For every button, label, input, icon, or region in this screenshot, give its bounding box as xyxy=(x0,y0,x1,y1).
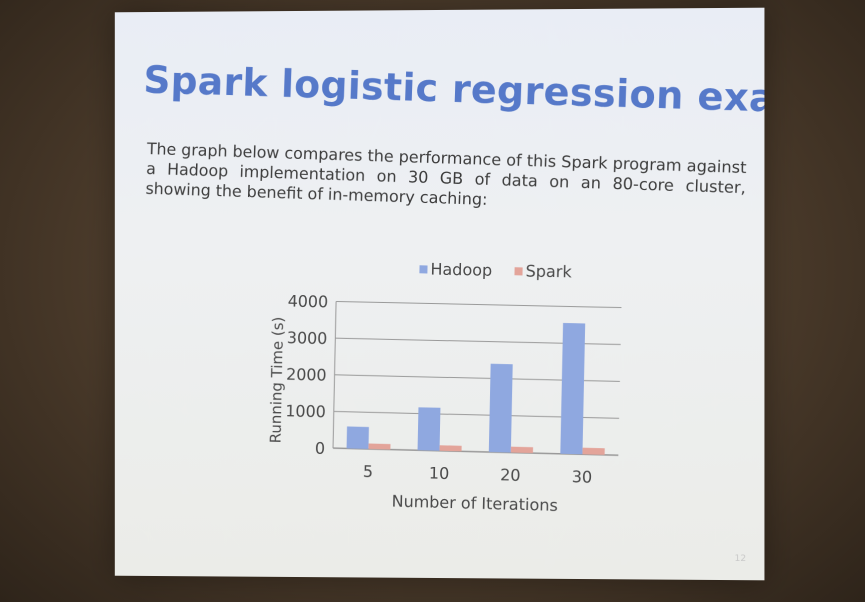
chart-legend: Hadoop Spark xyxy=(419,259,572,281)
page-number: 12 xyxy=(735,554,747,564)
legend-swatch-spark xyxy=(514,267,522,275)
y-tick-label: 1000 xyxy=(285,401,326,421)
slide: Spark logistic regression example The gr… xyxy=(115,8,765,581)
y-tick-label: 0 xyxy=(315,439,326,458)
bar-hadoop-5 xyxy=(347,426,369,449)
chart-svg: Hadoop Spark 0 1000 2000 3000 4000 5 10 20 30 Ru… xyxy=(257,242,643,521)
bar-hadoop-10 xyxy=(418,407,441,451)
bar-spark-10 xyxy=(440,445,462,451)
legend-label-hadoop: Hadoop xyxy=(430,259,492,279)
bar-spark-5 xyxy=(368,444,390,450)
x-axis-ticks: 5 10 20 30 xyxy=(363,462,593,487)
x-tick-label: 20 xyxy=(500,465,521,485)
x-axis-label: Number of Iterations xyxy=(391,491,558,514)
bar-spark-20 xyxy=(511,447,533,453)
y-axis-ticks: 0 1000 2000 3000 4000 xyxy=(284,291,328,457)
y-tick-label: 2000 xyxy=(286,365,327,385)
projector-screen: Spark logistic regression example The gr… xyxy=(115,8,765,581)
bar-chart: Hadoop Spark 0 1000 2000 3000 4000 5 10 20 30 Ru… xyxy=(257,242,643,521)
x-tick-label: 5 xyxy=(363,462,374,481)
gridline xyxy=(336,302,621,308)
y-tick-label: 3000 xyxy=(287,328,328,348)
bar-spark-30 xyxy=(582,448,604,455)
slide-title: Spark logistic regression example xyxy=(143,58,765,124)
legend-swatch-hadoop xyxy=(419,265,427,273)
x-tick-label: 30 xyxy=(572,467,593,487)
bar-hadoop-30 xyxy=(560,323,585,454)
bar-hadoop-20 xyxy=(489,364,513,453)
legend-label-spark: Spark xyxy=(525,261,572,281)
slide-body-text: The graph below compares the performance… xyxy=(145,139,747,218)
x-tick-label: 10 xyxy=(429,463,450,483)
y-tick-label: 4000 xyxy=(288,291,329,311)
y-axis-label: Running Time (s) xyxy=(267,316,288,443)
